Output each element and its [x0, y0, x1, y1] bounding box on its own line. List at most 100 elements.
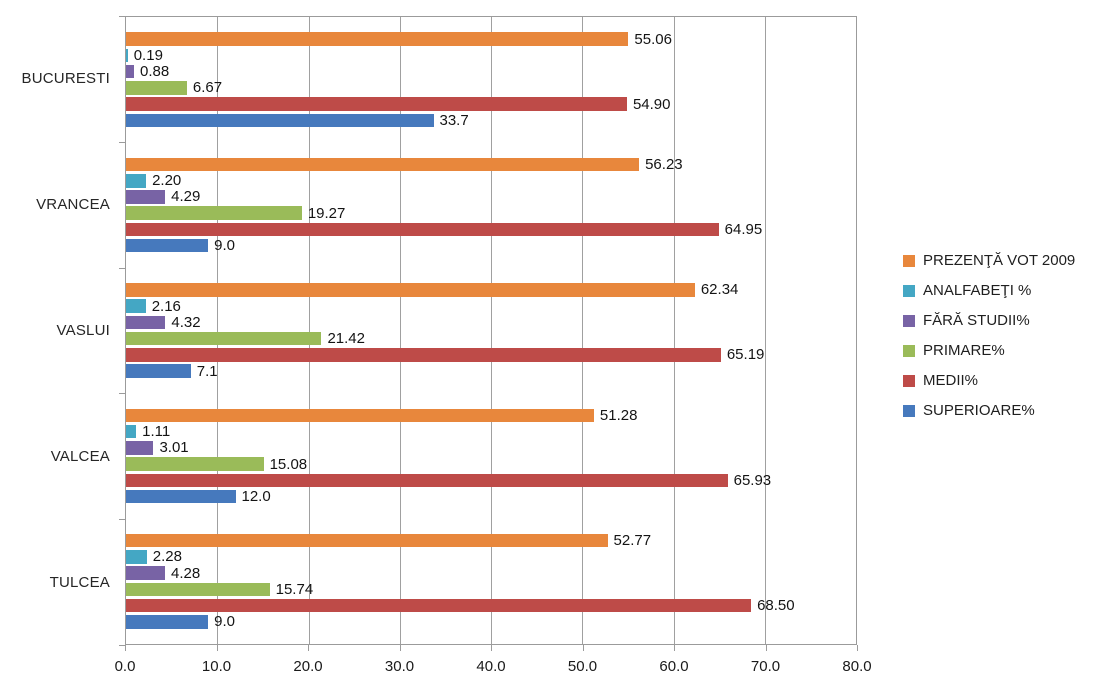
- bar-value-label: 7.1: [196, 362, 218, 380]
- bar-value-label: 65.19: [726, 346, 765, 364]
- legend-item: FĂRĂ STUDII%: [903, 312, 1075, 329]
- bar-group: 55.06 0.19 0.88 6.67 54.90 33.7: [126, 17, 856, 142]
- x-axis-tick: [308, 645, 309, 651]
- bar-value-label: 2.16: [151, 297, 181, 315]
- bar-value-label: 54.90: [632, 95, 671, 113]
- bar-row: 6.67: [126, 80, 856, 96]
- chart-bar: [126, 64, 135, 79]
- bar-row: 2.28: [126, 549, 856, 565]
- chart-bar: [126, 97, 627, 111]
- legend-item: PRIMARE%: [903, 342, 1075, 359]
- legend-label: PREZENŢĂ VOT 2009: [923, 252, 1076, 269]
- bar-group: 56.23 2.20 4.29 19.27 64.95 9.0: [126, 142, 856, 267]
- x-tick-label: 80.0: [842, 658, 872, 675]
- bar-row: 52.77: [126, 533, 856, 549]
- category-label: BUCURESTI: [21, 70, 110, 88]
- x-axis: 0.0 10.0 20.0 30.0 40.0 50.0 60.0 70.0 80.0: [115, 645, 872, 685]
- chart-bar: [126, 32, 629, 46]
- y-axis-tick: [119, 141, 125, 143]
- chart-bar: [126, 473, 728, 488]
- bar-value-label: 21.42: [327, 330, 365, 348]
- x-tick-label: 30.0: [384, 658, 415, 675]
- y-axis-tick: [119, 519, 125, 521]
- bar-value-label: 15.74: [275, 580, 314, 598]
- bar-row: 54.90: [126, 96, 856, 112]
- legend-label: PRIMARE%: [923, 342, 1005, 359]
- y-axis-category-labels: BUCURESTI VRANCEA VASLUI VALCEA TULCEA: [0, 16, 110, 645]
- legend-swatch: [903, 284, 915, 297]
- legend-label: ANALFABEŢI %: [923, 282, 1032, 299]
- y-axis-tick: [119, 16, 125, 17]
- bar-value-label: 6.67: [192, 79, 223, 97]
- bar-value-label: 33.7: [439, 111, 469, 129]
- chart-bar: [126, 157, 640, 172]
- bar-row: 19.27: [126, 205, 856, 221]
- bar-row: 65.19: [126, 347, 856, 363]
- bar-row: 15.08: [126, 456, 856, 472]
- legend-swatch: [903, 254, 915, 267]
- bar-value-label: 9.0: [214, 237, 235, 255]
- bar-row: 62.34: [126, 282, 856, 298]
- x-tick-label: 10.0: [201, 658, 232, 675]
- bar-group: 51.28 1.11 3.01 15.08 65.93 12.0: [126, 393, 856, 518]
- bar-value-label: 12.0: [241, 488, 271, 505]
- bar-value-label: 4.29: [171, 188, 201, 206]
- legend-swatch: [903, 374, 915, 387]
- bar-value-label: 64.95: [724, 220, 763, 238]
- chart-bar: [126, 222, 719, 237]
- bar-value-label: 68.50: [757, 597, 795, 615]
- gridline: [582, 17, 584, 644]
- bar-row: 4.28: [126, 565, 856, 581]
- bar-row: 65.93: [126, 472, 856, 488]
- chart-bar: [126, 489, 236, 504]
- category-label: VASLUI: [56, 321, 110, 339]
- x-tick-label: 50.0: [567, 658, 598, 675]
- chart-bar: [126, 598, 752, 613]
- gridline: [764, 17, 766, 644]
- bar-value-label: 51.28: [599, 406, 638, 424]
- bar-value-label: 0.88: [140, 63, 170, 81]
- chart-bar: [126, 424, 137, 439]
- chart-bar: [126, 315, 166, 330]
- x-tick-label: 20.0: [293, 658, 323, 675]
- category-label: TULCEA: [49, 573, 110, 591]
- bar-row: 15.74: [126, 581, 856, 597]
- y-axis-tick: [119, 267, 125, 269]
- bar-row: 33.7: [126, 112, 856, 128]
- bar-row: 21.42: [126, 331, 856, 347]
- chart-bar: [126, 190, 166, 204]
- bar-row: 2.16: [126, 298, 856, 314]
- bar-value-label: 55.06: [634, 30, 672, 48]
- legend-item: MEDII%: [903, 372, 1075, 389]
- legend-swatch: [903, 404, 915, 417]
- category-label: VRANCEA: [36, 196, 110, 214]
- y-axis-tick: [119, 645, 125, 646]
- bar-row: 68.50: [126, 598, 856, 614]
- x-axis-tick: [857, 645, 858, 651]
- x-axis-tick: [491, 645, 492, 651]
- x-tick-label: 40.0: [476, 658, 506, 675]
- chart-bar: [126, 174, 147, 188]
- legend-item: PREZENŢĂ VOT 2009: [903, 252, 1075, 269]
- bar-value-label: 4.32: [171, 313, 201, 331]
- x-axis-tick: [399, 645, 401, 651]
- bar-row: 3.01: [126, 440, 856, 456]
- bar-value-label: 56.23: [645, 156, 683, 174]
- bar-value-label: 2.28: [152, 548, 182, 566]
- gridline: [217, 17, 219, 644]
- chart-bar: [126, 331, 322, 346]
- chart-bar: [126, 408, 594, 423]
- bar-row: 7.1: [126, 363, 856, 379]
- chart-bar: [126, 441, 154, 455]
- x-axis-tick: [674, 645, 675, 651]
- gridline: [308, 17, 310, 644]
- bar-group: 52.77 2.28 4.28 15.74 68.50 9.0: [126, 519, 856, 644]
- bar-value-label: 4.28: [171, 564, 201, 582]
- chart-bar: [126, 533, 608, 548]
- bar-value-label: 15.08: [269, 455, 308, 473]
- chart-bar: [126, 457, 264, 471]
- bar-row: 0.88: [126, 63, 856, 79]
- x-axis-tick: [582, 645, 584, 651]
- x-axis-tick: [765, 645, 767, 651]
